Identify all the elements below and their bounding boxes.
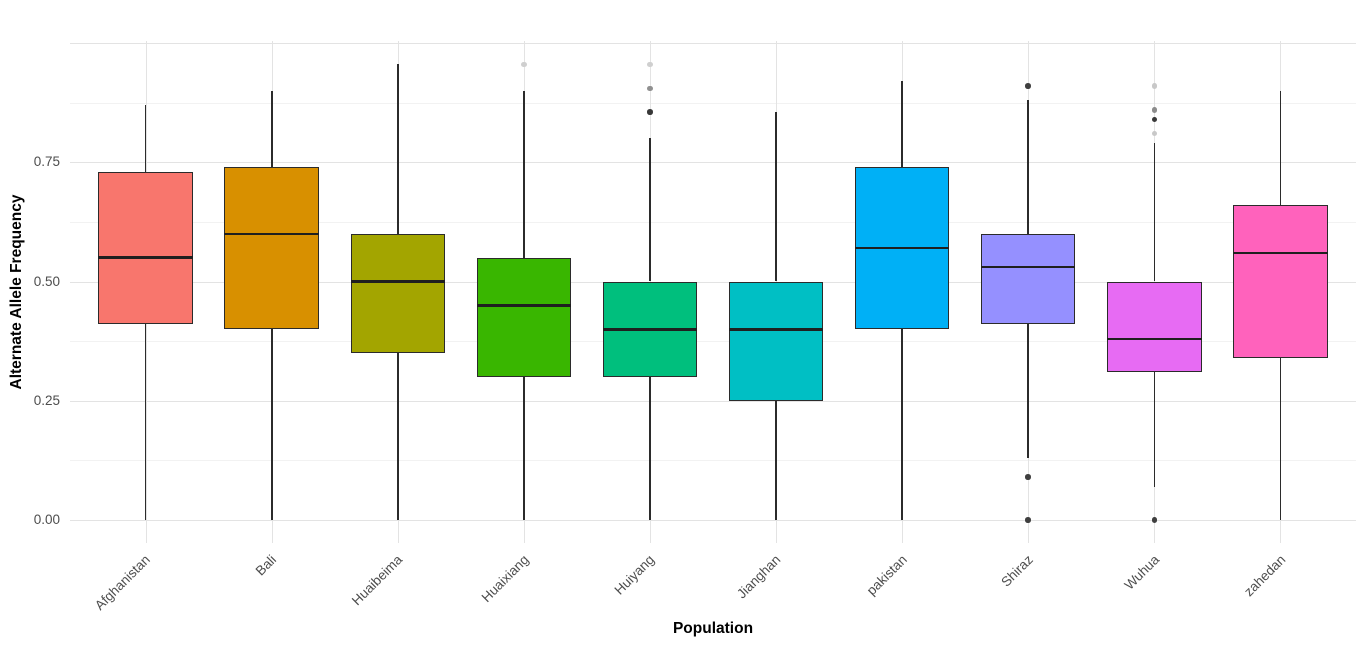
x-tick-label: Wuhua: [1121, 552, 1162, 593]
whisker-lower: [901, 329, 903, 521]
outlier-point: [1151, 107, 1157, 113]
gridline-major-horizontal: [70, 42, 1356, 44]
outlier-point: [647, 85, 653, 91]
whisker-lower: [523, 376, 525, 521]
x-tick-label: Bali: [252, 552, 280, 579]
whisker-upper: [649, 138, 651, 282]
box-iqr: [350, 233, 446, 354]
whisker-upper: [397, 64, 399, 234]
y-axis-title-text: Alternate Allele Frequency: [8, 194, 25, 390]
y-tick-label: 0.50: [33, 273, 60, 289]
median-line: [1107, 337, 1202, 340]
outlier-point: [1025, 517, 1031, 523]
gridline-minor-horizontal: [70, 341, 1356, 343]
whisker-upper: [901, 81, 903, 167]
x-axis-title: Population: [672, 620, 754, 637]
outlier-point: [1151, 83, 1157, 89]
x-tick-label: pakistan: [863, 552, 910, 599]
box-iqr: [98, 171, 193, 325]
whisker-lower: [144, 324, 147, 520]
x-tick-label: Afghanistan: [92, 552, 154, 614]
outlier-point: [521, 61, 527, 68]
outlier-point: [1025, 83, 1031, 89]
y-tick-label: 0.25: [33, 392, 60, 408]
outlier-point: [1151, 130, 1157, 137]
whisker-upper: [1279, 90, 1282, 206]
gridline-minor-horizontal: [70, 460, 1356, 462]
whisker-lower: [1279, 357, 1282, 521]
x-tick-label: Huaixiang: [478, 552, 532, 606]
whisker-upper: [523, 90, 525, 258]
outlier-point: [1025, 474, 1031, 480]
box-iqr: [1233, 205, 1328, 358]
median-line: [602, 328, 698, 331]
box-iqr: [476, 257, 572, 377]
whisker-upper: [144, 104, 147, 172]
whisker-lower: [397, 353, 399, 521]
median-line: [476, 304, 572, 307]
x-tick-label: Huiyang: [611, 552, 658, 598]
outlier-point: [1151, 116, 1157, 122]
box-iqr: [1107, 281, 1202, 373]
y-tick-label: 0.75: [33, 154, 60, 170]
box-iqr: [224, 167, 319, 330]
whisker-lower: [775, 400, 777, 521]
median-line: [980, 265, 1076, 269]
x-tick-label: zahedan: [1240, 552, 1288, 600]
outlier-point: [647, 61, 653, 68]
whisker-upper: [775, 112, 777, 282]
gridline-minor-horizontal: [70, 221, 1356, 223]
whisker-lower: [1153, 372, 1155, 487]
gridline-minor-horizontal: [70, 102, 1356, 104]
box-iqr: [728, 281, 824, 401]
outlier-point: [1151, 517, 1157, 523]
box-iqr: [980, 233, 1076, 325]
outlier-point: [647, 109, 653, 115]
gridline-major-horizontal: [70, 162, 1356, 164]
median-line: [98, 256, 193, 259]
median-line: [1233, 251, 1328, 255]
x-tick-label: Jianghan: [734, 552, 784, 602]
gridline-major-horizontal: [70, 520, 1356, 522]
whisker-lower: [1027, 324, 1029, 458]
median-line: [224, 232, 319, 235]
whisker-upper: [1027, 100, 1029, 234]
median-line: [854, 246, 950, 250]
median-line: [728, 328, 824, 331]
gridline-major-horizontal: [70, 400, 1356, 402]
whisker-upper: [1153, 143, 1155, 282]
x-tick-label: Huaibeima: [349, 552, 406, 609]
x-tick-label: Shiraz: [998, 552, 1036, 590]
whisker-upper: [271, 90, 273, 167]
y-tick-label: 0.00: [33, 512, 60, 528]
median-line: [350, 280, 446, 283]
gridline-major-horizontal: [70, 281, 1356, 283]
whisker-lower: [649, 376, 651, 521]
whisker-lower: [271, 329, 273, 521]
